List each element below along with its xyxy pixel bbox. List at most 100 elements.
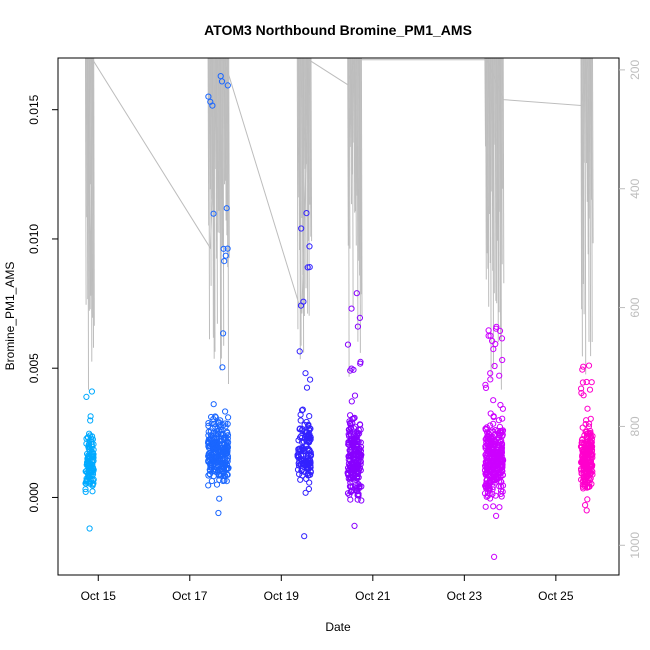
data-point <box>345 460 352 467</box>
altitude-profile <box>587 57 589 255</box>
data-point <box>83 393 90 400</box>
y-axis: 0.000 0.005 0.010 0.015 <box>27 94 58 512</box>
right-tick-label: 800 <box>628 416 642 436</box>
altitude-profile <box>302 57 305 353</box>
data-point <box>498 335 506 342</box>
data-point <box>499 356 506 364</box>
data-point <box>221 449 228 457</box>
altitude-profile <box>208 57 210 340</box>
data-point <box>306 264 313 271</box>
data-point <box>86 444 93 451</box>
altitude-profile <box>90 57 93 362</box>
data-point <box>220 431 227 438</box>
data-point <box>303 384 311 391</box>
data-point <box>301 428 308 435</box>
data-point <box>493 464 500 472</box>
data-point <box>489 337 496 345</box>
altitude-profile <box>585 57 587 164</box>
data-point <box>482 381 489 388</box>
data-point <box>297 411 304 418</box>
data-point <box>485 332 492 339</box>
data-point <box>485 327 492 334</box>
data-point <box>482 451 489 459</box>
altitude-profile <box>352 57 354 308</box>
x-tick-label: Oct 23 <box>447 589 483 603</box>
data-point <box>497 427 504 435</box>
data-point <box>486 479 493 486</box>
altitude-profile <box>348 57 351 249</box>
data-point <box>496 327 504 334</box>
data-point <box>490 413 497 421</box>
data-point <box>352 435 359 442</box>
data-point <box>307 463 314 470</box>
data-point <box>306 479 313 486</box>
data-point <box>87 471 95 478</box>
data-point <box>496 504 503 511</box>
data-point <box>582 421 589 428</box>
data-point <box>356 482 363 489</box>
altitude-profile <box>498 57 500 313</box>
data-point <box>490 451 497 458</box>
data-point <box>84 461 91 468</box>
data-point <box>87 417 94 424</box>
altitude-profile <box>221 57 224 249</box>
altitude-profile <box>211 57 214 194</box>
altitude-profile <box>492 57 494 368</box>
data-point <box>496 372 503 379</box>
x-axis-label: Date <box>325 620 351 634</box>
altitude-profile <box>224 57 226 181</box>
altitude-profile <box>301 57 304 275</box>
data-point <box>357 360 364 367</box>
data-point <box>205 482 212 489</box>
y-tick-label: 0.010 <box>27 224 41 254</box>
altitude-profile <box>218 57 221 234</box>
data-point <box>579 439 586 446</box>
altitude-profile <box>349 57 352 147</box>
data-point <box>211 457 218 464</box>
data-point <box>214 440 221 448</box>
y-tick-label: 0.000 <box>27 482 41 512</box>
y-axis-label: Bromine_PM1_AMS <box>3 262 17 371</box>
data-point <box>207 436 214 443</box>
altitude-profile <box>217 57 219 233</box>
data-point <box>586 430 593 437</box>
data-point <box>82 488 89 495</box>
data-point <box>89 457 96 464</box>
data-point <box>297 302 305 309</box>
x-tick-label: Oct 21 <box>355 589 391 603</box>
data-point <box>344 470 351 477</box>
altitude-profile <box>583 57 585 315</box>
altitude-line <box>88 58 589 314</box>
data-point <box>206 471 213 478</box>
data-point <box>586 455 593 462</box>
data-point <box>89 449 96 456</box>
altitude-profile <box>356 57 358 196</box>
data-point <box>85 453 92 461</box>
altitude-profile <box>360 57 363 316</box>
altitude-profile <box>486 57 488 254</box>
chart-title: ATOM3 Northbound Bromine_PM1_AMS <box>204 22 472 38</box>
data-point <box>212 414 219 421</box>
data-point <box>487 370 494 377</box>
altitude-profile <box>226 57 229 268</box>
data-point <box>217 448 224 455</box>
data-point <box>484 453 491 460</box>
data-point <box>86 525 93 532</box>
data-point <box>205 420 212 427</box>
altitude-profile <box>213 57 216 352</box>
data-point <box>302 461 309 468</box>
data-point <box>484 437 492 444</box>
data-point <box>221 258 228 265</box>
data-point <box>206 454 213 461</box>
data-point <box>347 367 354 374</box>
altitude-profile <box>227 57 229 385</box>
altitude-profile <box>359 57 361 353</box>
data-point <box>302 370 309 377</box>
altitude-profile <box>355 57 357 246</box>
data-point <box>295 460 302 467</box>
data-point <box>225 414 232 421</box>
data-point <box>305 455 312 462</box>
data-point <box>485 446 493 453</box>
altitude-profile <box>501 57 504 189</box>
data-point <box>356 314 363 321</box>
